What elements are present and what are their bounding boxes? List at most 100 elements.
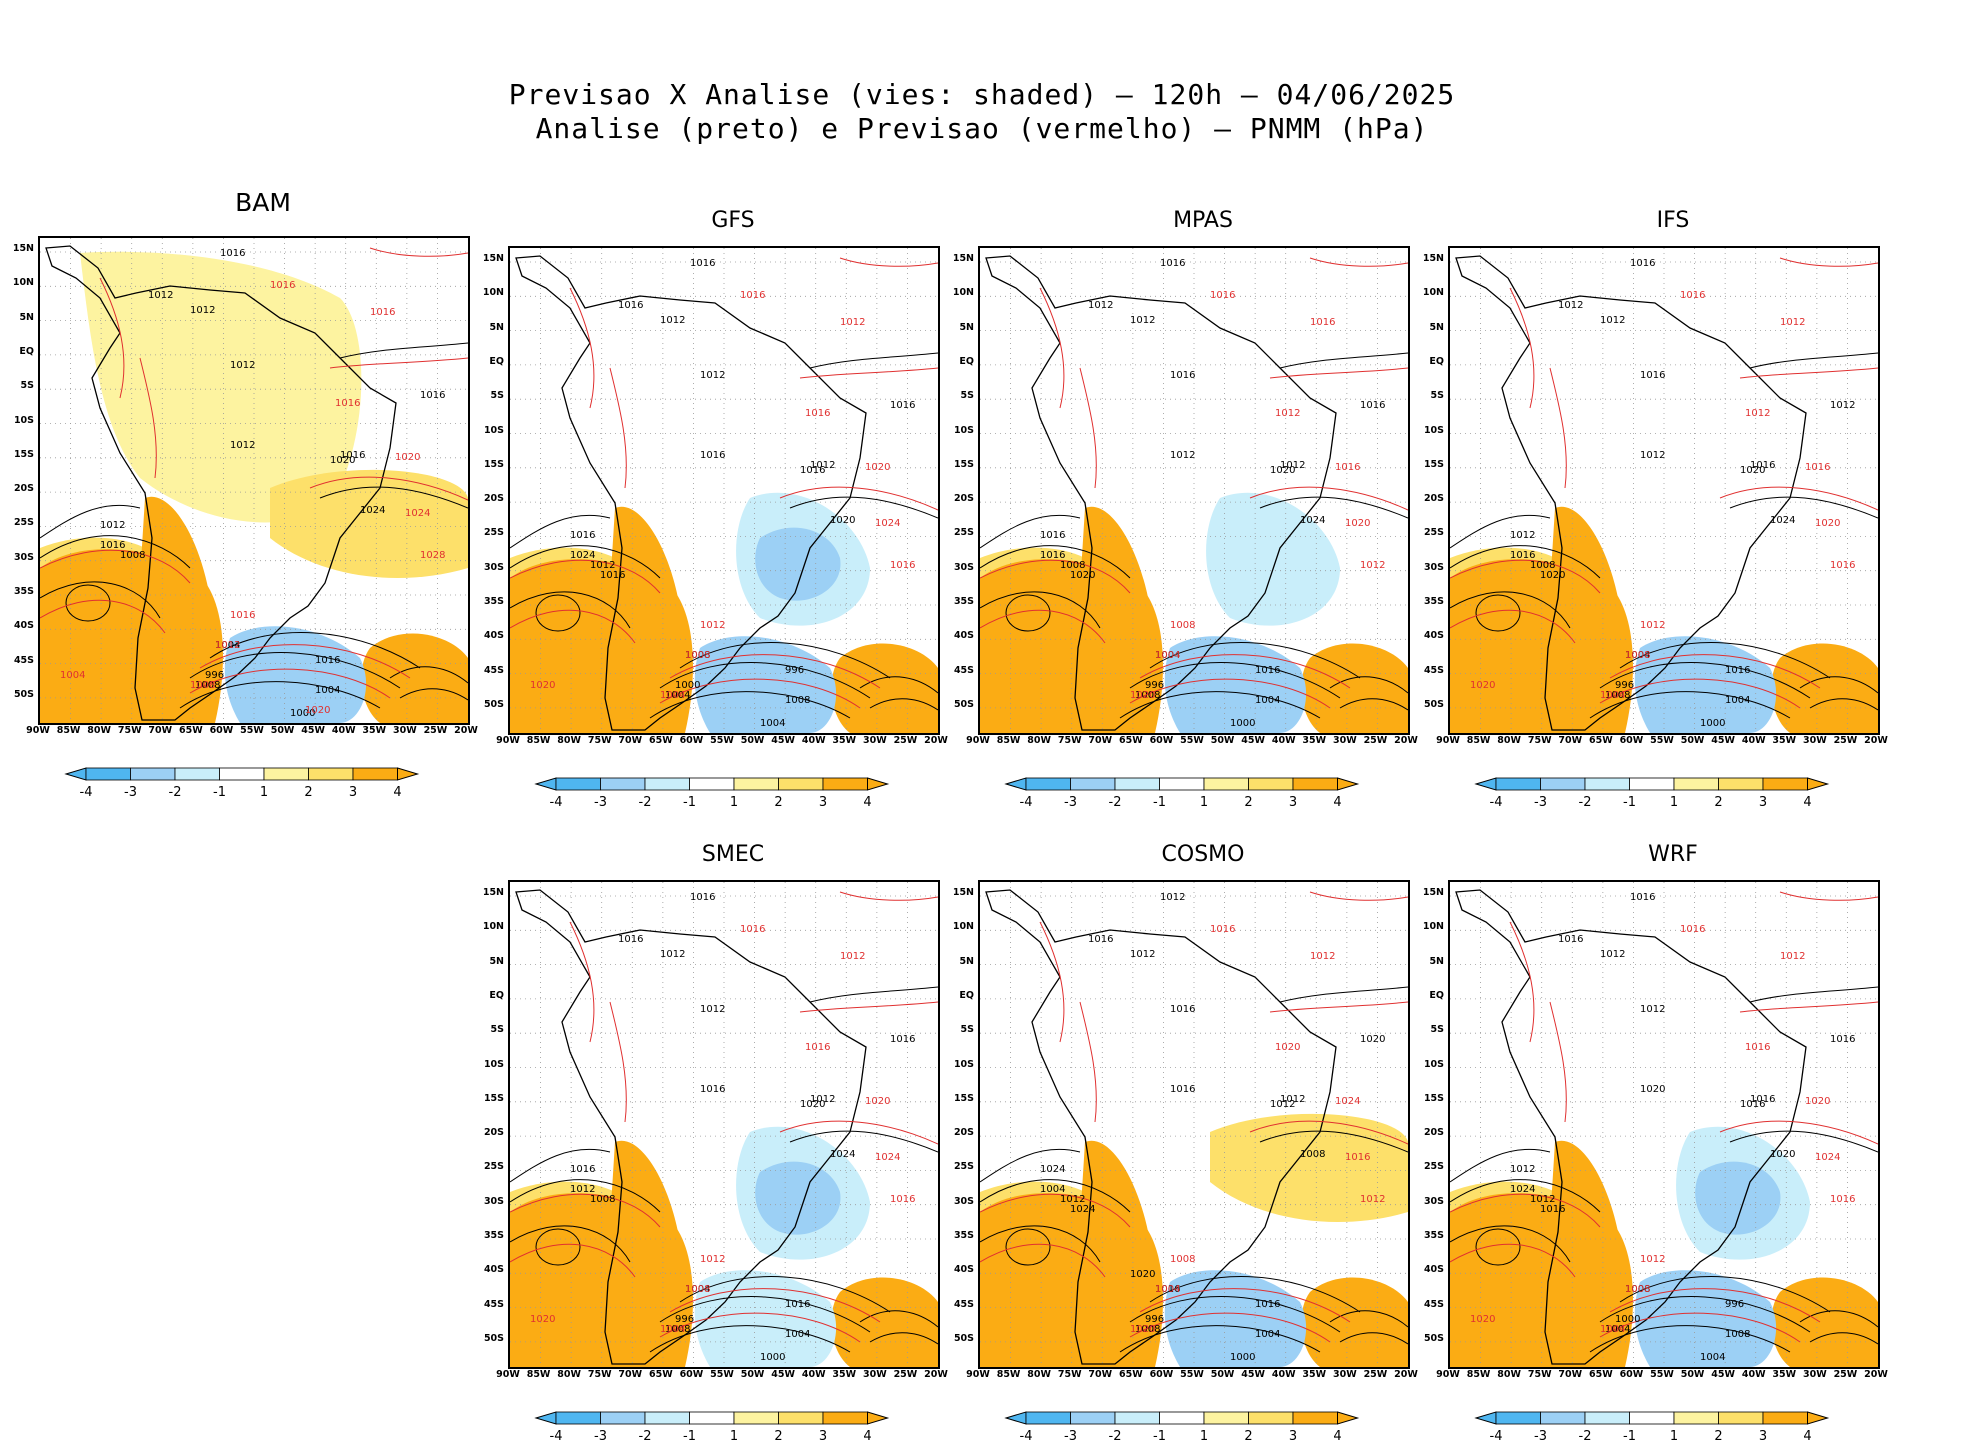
lon-tick-label: 55W bbox=[240, 725, 264, 736]
analysis-contour-label: 1000 bbox=[1230, 718, 1255, 729]
forecast-isobar bbox=[40, 549, 191, 584]
analysis-contour-label: 1012 bbox=[1640, 1004, 1665, 1015]
lat-tick-label: EQ bbox=[959, 989, 974, 1001]
panel-gfs: GFS 15N 10N 5N EQ 5S 10S 15S 20S 25S 30S 35S 40S 45S 5… bbox=[483, 208, 968, 810]
analysis-contour-label: 1020 bbox=[1740, 465, 1765, 476]
forecast-contour-label: 1012 bbox=[1780, 317, 1805, 328]
colorbar-tick-label: -3 bbox=[594, 1429, 607, 1444]
forecast-contour-label: 1016 bbox=[1680, 924, 1705, 935]
analysis-isobar bbox=[1279, 986, 1408, 1003]
panel-ifs: IFS 15N 10N 5N EQ 5S 10S 15S 20S 25S 30S 35S 40S 45S 5… bbox=[1423, 208, 1908, 810]
panel-title: IFS bbox=[1656, 208, 1690, 233]
lat-tick-label: 35S bbox=[1423, 1230, 1444, 1241]
forecast-contour-label: 1016 bbox=[335, 398, 360, 409]
lat-tick-label: 50S bbox=[1423, 698, 1444, 710]
colorbar-segment bbox=[308, 767, 354, 781]
forecast-contour-label: 1008 bbox=[1625, 650, 1650, 661]
colorbar-segment bbox=[1159, 1411, 1205, 1425]
colorbar-segment bbox=[1629, 1411, 1675, 1425]
lon-tick-label: 45W bbox=[1241, 735, 1265, 746]
colorbar-segment bbox=[1203, 777, 1249, 791]
lon-tick-label: 85W bbox=[526, 735, 551, 746]
panel-bam: BAM 15N 10N 5N EQ 5S 10S 15S 20S 25S 30S 35S 40S 45S 5… bbox=[13, 188, 498, 800]
analysis-contour-label: 1000 bbox=[1700, 718, 1725, 729]
lon-tick-label: 65W bbox=[178, 725, 203, 736]
forecast-contour-label: 1020 bbox=[1275, 1042, 1300, 1053]
colorbar-segment bbox=[600, 1411, 646, 1425]
colorbar-arrow-low bbox=[534, 1411, 557, 1425]
lat-tick-label: 10N bbox=[952, 287, 974, 299]
lon-tick-label: 80W bbox=[557, 1369, 581, 1380]
forecast-isobar bbox=[669, 1288, 881, 1323]
analysis-contour-label: 1016 bbox=[1040, 550, 1065, 561]
figure-title-line2: Analise (preto) e Previsao (vermelho) – … bbox=[535, 112, 1429, 145]
analysis-isobar bbox=[1149, 1276, 1361, 1313]
colorbar-tick-label: 3 bbox=[1289, 795, 1297, 810]
colorbar-tick-label: -1 bbox=[1153, 795, 1166, 810]
forecast-isobar bbox=[99, 277, 125, 399]
lat-tick-label: 20S bbox=[13, 483, 34, 495]
lon-tick-label: 70W bbox=[1088, 1369, 1113, 1380]
forecast-contour-label: 1024 bbox=[405, 508, 430, 519]
forecast-isobar bbox=[1609, 654, 1821, 689]
colorbar-segment bbox=[1629, 777, 1675, 791]
forecast-isobar bbox=[1450, 1193, 1601, 1228]
map-area: 1016 1012 1012 1012 1016 1012 1016 1012 1008 1004… bbox=[38, 236, 470, 725]
lat-tick-label: 5N bbox=[959, 955, 974, 967]
analysis-isobar bbox=[1339, 698, 1408, 711]
colorbar-arrow-high bbox=[867, 777, 890, 791]
analysis-contour-label: 1012 bbox=[100, 520, 125, 531]
lat-tick-label: 10N bbox=[1422, 921, 1444, 933]
forecast-contour-label: 1016 bbox=[1830, 1194, 1855, 1205]
analysis-contour-label: 1000 bbox=[1230, 1352, 1255, 1363]
lat-tick-label: 15S bbox=[953, 458, 974, 470]
colorbar-tick-label: -4 bbox=[1020, 795, 1033, 810]
analysis-isobar bbox=[1450, 514, 1551, 549]
colorbar-tick-label: 4 bbox=[863, 795, 871, 810]
lat-tick-label: 45S bbox=[953, 664, 974, 676]
colorbar-tick-label: -1 bbox=[683, 1429, 696, 1444]
forecast-isobar bbox=[839, 257, 938, 267]
analysis-contour-label: 1016 bbox=[700, 450, 725, 461]
colorbar-segment bbox=[600, 777, 646, 791]
panel-cosmo: COSMO 15N 10N 5N EQ 5S 10S 15S 20S 25S 30S 35S 40S 45… bbox=[953, 842, 1438, 1444]
lat-tick-label: EQ bbox=[959, 355, 974, 367]
forecast-isobar bbox=[369, 247, 468, 257]
lat-tick-label: 5N bbox=[489, 321, 504, 333]
forecast-contour-label: 1012 bbox=[1360, 560, 1385, 571]
colorbar-segment bbox=[689, 777, 735, 791]
colorbar-segment bbox=[778, 777, 824, 791]
forecast-isobar bbox=[1129, 678, 1331, 709]
lon-tick-label: 35W bbox=[362, 725, 387, 736]
forecast-isobar bbox=[1450, 559, 1601, 594]
forecast-isobar bbox=[199, 644, 411, 679]
forecast-contour-label: 1016 bbox=[230, 610, 255, 621]
lat-tick-label: EQ bbox=[19, 345, 34, 357]
lon-tick-label: 75W bbox=[1527, 735, 1552, 746]
colorbar-tick-label: 1 bbox=[730, 795, 738, 810]
analysis-isobar bbox=[1749, 986, 1878, 1003]
colorbar-tick-label: -1 bbox=[1623, 795, 1636, 810]
forecast-isobar bbox=[40, 599, 166, 634]
analysis-contour-label: 1008 bbox=[785, 695, 810, 706]
forecast-contour-label: 1016 bbox=[1310, 317, 1335, 328]
analysis-isobar bbox=[980, 1148, 1081, 1183]
lon-tick-label: 25W bbox=[1833, 735, 1858, 746]
analysis-contour-label: 1000 bbox=[290, 708, 315, 719]
lon-tick-label: 50W bbox=[740, 735, 765, 746]
colorbar-tick-label: 4 bbox=[1803, 795, 1811, 810]
forecast-isobar bbox=[1719, 1120, 1878, 1145]
analysis-contour-label: 1008 bbox=[1625, 1284, 1650, 1295]
colorbar-tick-label: 3 bbox=[349, 785, 357, 800]
analysis-isobar bbox=[1475, 594, 1521, 632]
analysis-contour-label: 1016 bbox=[1640, 370, 1665, 381]
lat-tick-label: 45S bbox=[953, 1298, 974, 1310]
forecast-contour-label: 1020 bbox=[1130, 1324, 1155, 1335]
forecast-contour-label: 1008 bbox=[685, 1284, 710, 1295]
colorbar-tick-label: 2 bbox=[1714, 1429, 1722, 1444]
analysis-isobar bbox=[179, 681, 381, 709]
analysis-contour-label: 996 bbox=[1615, 680, 1634, 691]
lon-tick-label: 75W bbox=[587, 1369, 612, 1380]
forecast-isobar bbox=[659, 678, 861, 709]
lon-tick-label: 20W bbox=[1394, 1369, 1418, 1380]
